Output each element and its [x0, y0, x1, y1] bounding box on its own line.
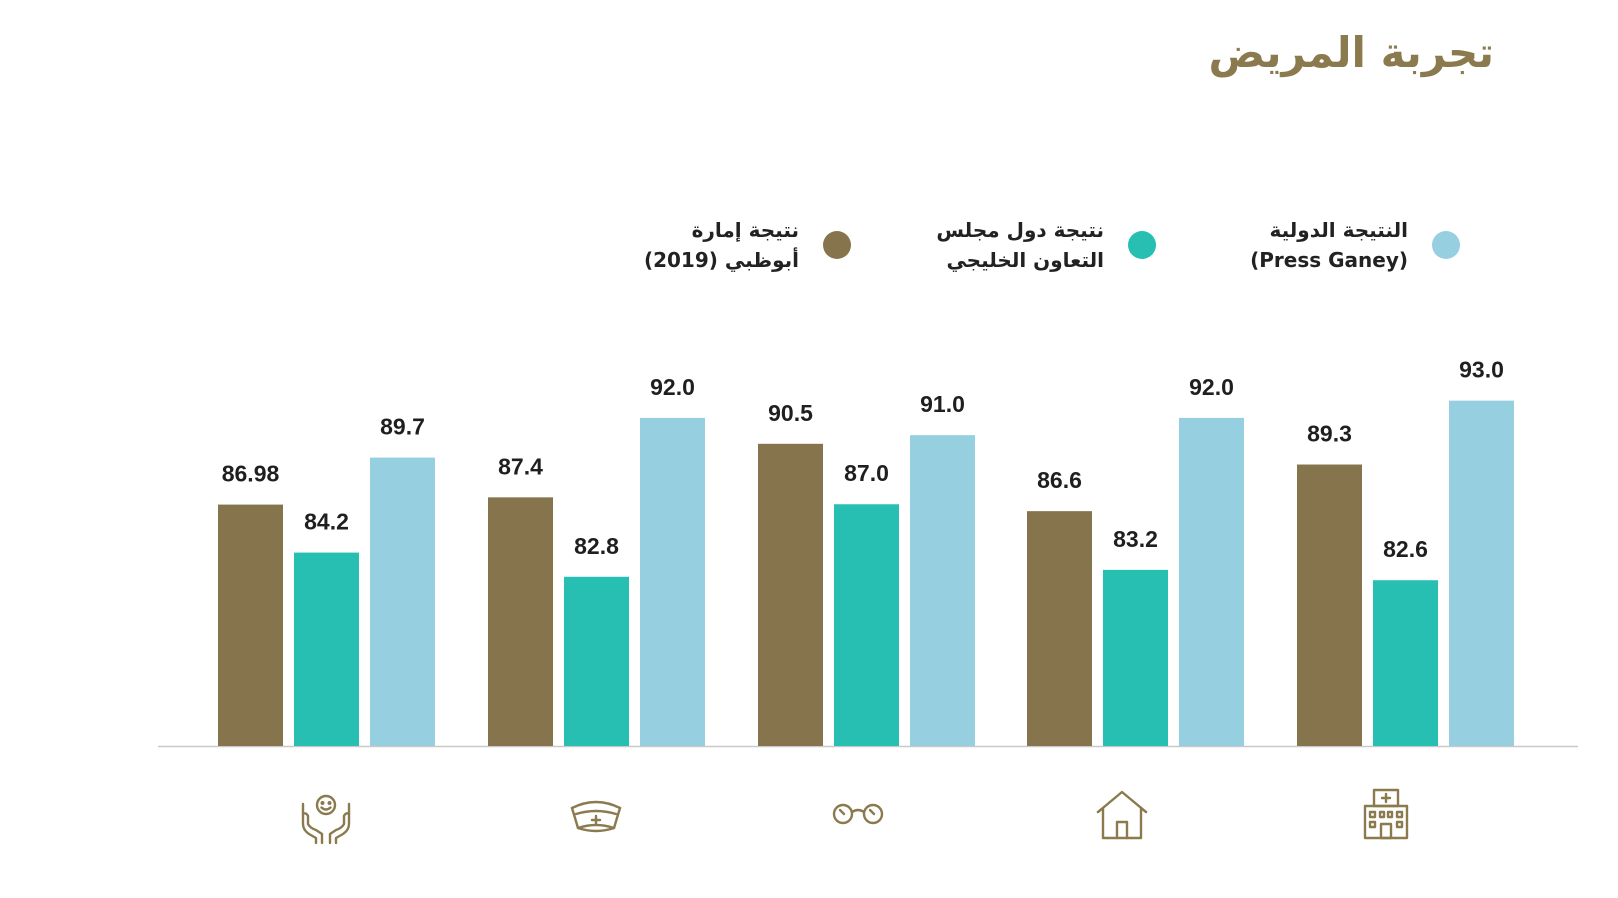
glasses-icon [832, 803, 884, 825]
data-label: 92.0 [1189, 374, 1234, 400]
bar [1179, 417, 1244, 746]
bar [1103, 569, 1168, 746]
chart-title: تجربة المريض [1208, 28, 1494, 77]
legend-dot-abudhabi [823, 231, 851, 259]
legend-label-line2: (Press Ganey) [1250, 248, 1408, 272]
bar [1027, 511, 1092, 746]
data-label: 86.6 [1037, 467, 1082, 493]
data-label: 89.7 [380, 414, 425, 440]
bar [294, 552, 359, 746]
legend-dot-gcc [1128, 231, 1156, 259]
legend-label-line1: نتيجة دول مجلس [936, 218, 1104, 242]
bar [910, 435, 975, 746]
bar [370, 457, 435, 746]
bar [488, 497, 553, 746]
legend-label-line1: النتيجة الدولية [1269, 218, 1408, 242]
legend-item-abudhabi: نتيجة إمارة أبوظبي (2019) [644, 215, 851, 275]
home-icon [1096, 790, 1148, 840]
bar [1373, 580, 1438, 746]
data-label: 82.8 [574, 533, 619, 559]
hands-smile-icon [301, 794, 351, 845]
legend-item-gcc: نتيجة دول مجلس التعاون الخليجي [936, 215, 1156, 275]
data-label: 93.0 [1459, 357, 1504, 383]
data-label: 90.5 [768, 400, 813, 426]
data-label: 91.0 [920, 391, 965, 417]
data-label: 92.0 [650, 374, 695, 400]
legend-item-international: النتيجة الدولية (Press Ganey) [1250, 215, 1460, 275]
legend-label-line2: أبوظبي (2019) [643, 248, 799, 272]
data-label: 82.6 [1383, 536, 1428, 562]
nurse-cap-icon [570, 800, 622, 833]
bar [218, 504, 283, 746]
bar [1297, 464, 1362, 746]
bar [1449, 400, 1514, 746]
bar [758, 443, 823, 746]
legend-label-line2: التعاون الخليجي [946, 248, 1104, 272]
data-label: 84.2 [304, 509, 349, 535]
legend-dot-international [1432, 231, 1460, 259]
bar [564, 576, 629, 746]
data-label: 89.3 [1307, 421, 1352, 447]
bar [640, 417, 705, 746]
data-label: 86.98 [222, 461, 280, 487]
hospital-icon [1363, 788, 1409, 840]
data-label: 83.2 [1113, 526, 1158, 552]
legend-label-line1: نتيجة إمارة [691, 218, 799, 242]
bar [834, 504, 899, 746]
data-label: 87.0 [844, 460, 889, 486]
data-label: 87.4 [498, 453, 543, 479]
